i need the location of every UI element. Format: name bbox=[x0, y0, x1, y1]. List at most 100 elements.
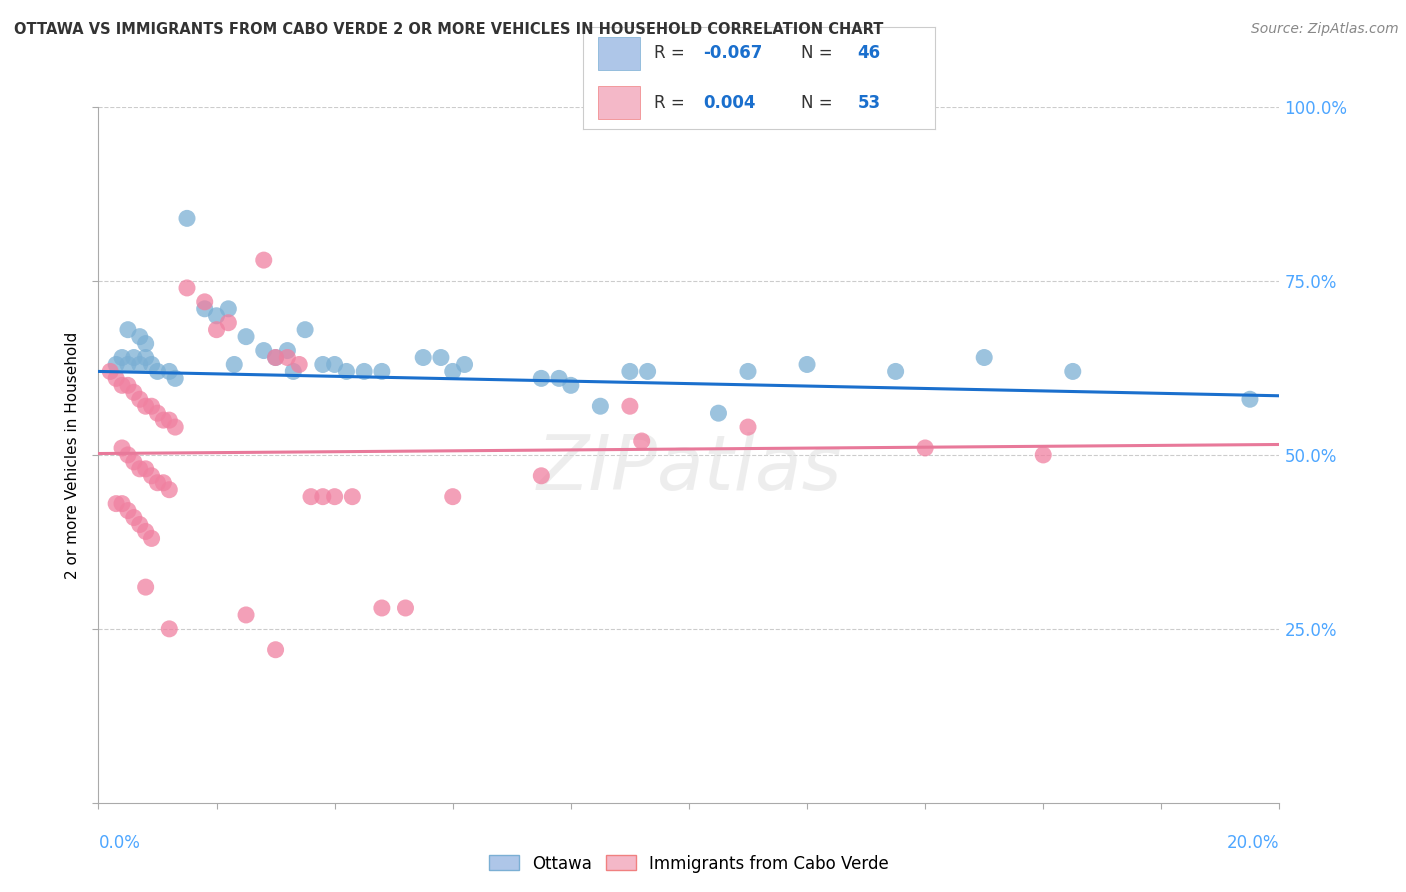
Text: 53: 53 bbox=[858, 94, 880, 112]
Point bbox=[224, 358, 246, 372]
Point bbox=[312, 490, 335, 504]
Point bbox=[128, 358, 150, 372]
Point bbox=[394, 601, 416, 615]
Point bbox=[176, 211, 198, 226]
Point bbox=[122, 351, 145, 365]
Point bbox=[342, 490, 364, 504]
Text: Source: ZipAtlas.com: Source: ZipAtlas.com bbox=[1251, 22, 1399, 37]
Point bbox=[157, 622, 180, 636]
Point bbox=[548, 371, 571, 385]
Text: -0.067: -0.067 bbox=[703, 45, 762, 62]
Point bbox=[117, 358, 139, 372]
Point bbox=[973, 351, 995, 365]
Point bbox=[430, 351, 453, 365]
Point bbox=[194, 301, 217, 316]
Point bbox=[253, 343, 276, 358]
Text: R =: R = bbox=[654, 45, 690, 62]
Point bbox=[205, 309, 228, 323]
Point bbox=[98, 364, 121, 378]
Text: OTTAWA VS IMMIGRANTS FROM CABO VERDE 2 OR MORE VEHICLES IN HOUSEHOLD CORRELATION: OTTAWA VS IMMIGRANTS FROM CABO VERDE 2 O… bbox=[14, 22, 883, 37]
Point bbox=[157, 413, 180, 427]
Point bbox=[235, 329, 257, 343]
Point bbox=[637, 364, 659, 378]
Point bbox=[105, 371, 128, 385]
Point bbox=[630, 434, 652, 448]
Text: 0.004: 0.004 bbox=[703, 94, 755, 112]
Point bbox=[1062, 364, 1084, 378]
Point bbox=[111, 378, 134, 392]
Point bbox=[141, 399, 163, 413]
Point bbox=[135, 524, 157, 539]
Point bbox=[560, 378, 582, 392]
Point bbox=[235, 607, 257, 622]
Point bbox=[884, 364, 907, 378]
Point bbox=[128, 329, 150, 343]
Point bbox=[152, 475, 174, 490]
Point bbox=[146, 364, 169, 378]
Point bbox=[353, 364, 375, 378]
Point bbox=[441, 490, 464, 504]
Point bbox=[122, 510, 145, 524]
Point bbox=[371, 601, 394, 615]
Point bbox=[157, 364, 180, 378]
Point bbox=[157, 483, 180, 497]
Point bbox=[128, 462, 150, 476]
Point bbox=[283, 364, 305, 378]
Point bbox=[707, 406, 730, 420]
Text: N =: N = bbox=[801, 94, 838, 112]
Point bbox=[294, 323, 316, 337]
Point bbox=[288, 358, 311, 372]
Point bbox=[146, 406, 169, 420]
Point bbox=[141, 468, 163, 483]
Point bbox=[619, 399, 641, 413]
Point bbox=[176, 281, 198, 295]
Point bbox=[141, 358, 163, 372]
Point bbox=[111, 351, 134, 365]
Text: 0.0%: 0.0% bbox=[98, 834, 141, 852]
Point bbox=[737, 420, 759, 434]
Point bbox=[312, 358, 335, 372]
Point bbox=[323, 358, 346, 372]
Point bbox=[264, 351, 287, 365]
Point bbox=[412, 351, 434, 365]
Text: 46: 46 bbox=[858, 45, 880, 62]
Point bbox=[165, 420, 187, 434]
Text: R =: R = bbox=[654, 94, 690, 112]
Point bbox=[1032, 448, 1054, 462]
Point bbox=[264, 351, 287, 365]
Point bbox=[135, 351, 157, 365]
Point bbox=[371, 364, 394, 378]
Point bbox=[194, 294, 217, 309]
Point bbox=[141, 532, 163, 546]
Point bbox=[117, 448, 139, 462]
Y-axis label: 2 or more Vehicles in Household: 2 or more Vehicles in Household bbox=[65, 331, 80, 579]
Point bbox=[217, 316, 239, 330]
Point bbox=[1239, 392, 1261, 407]
Bar bbox=[598, 87, 640, 119]
Point bbox=[323, 490, 346, 504]
Point bbox=[117, 378, 139, 392]
Legend: Ottawa, Immigrants from Cabo Verde: Ottawa, Immigrants from Cabo Verde bbox=[482, 848, 896, 880]
Point bbox=[276, 351, 298, 365]
Point bbox=[205, 323, 228, 337]
Point bbox=[165, 371, 187, 385]
Text: ZIPatlas: ZIPatlas bbox=[536, 432, 842, 506]
Point bbox=[135, 580, 157, 594]
Point bbox=[111, 497, 134, 511]
Point bbox=[619, 364, 641, 378]
Point bbox=[453, 358, 475, 372]
Point bbox=[441, 364, 464, 378]
Point bbox=[152, 413, 174, 427]
Point bbox=[530, 371, 553, 385]
Point bbox=[146, 475, 169, 490]
Bar bbox=[598, 37, 640, 70]
Point bbox=[128, 392, 150, 407]
Point bbox=[122, 455, 145, 469]
Point bbox=[122, 385, 145, 400]
Point bbox=[117, 323, 139, 337]
Point bbox=[117, 503, 139, 517]
Point bbox=[737, 364, 759, 378]
Point bbox=[796, 358, 818, 372]
Point bbox=[111, 441, 134, 455]
Text: 20.0%: 20.0% bbox=[1227, 834, 1279, 852]
